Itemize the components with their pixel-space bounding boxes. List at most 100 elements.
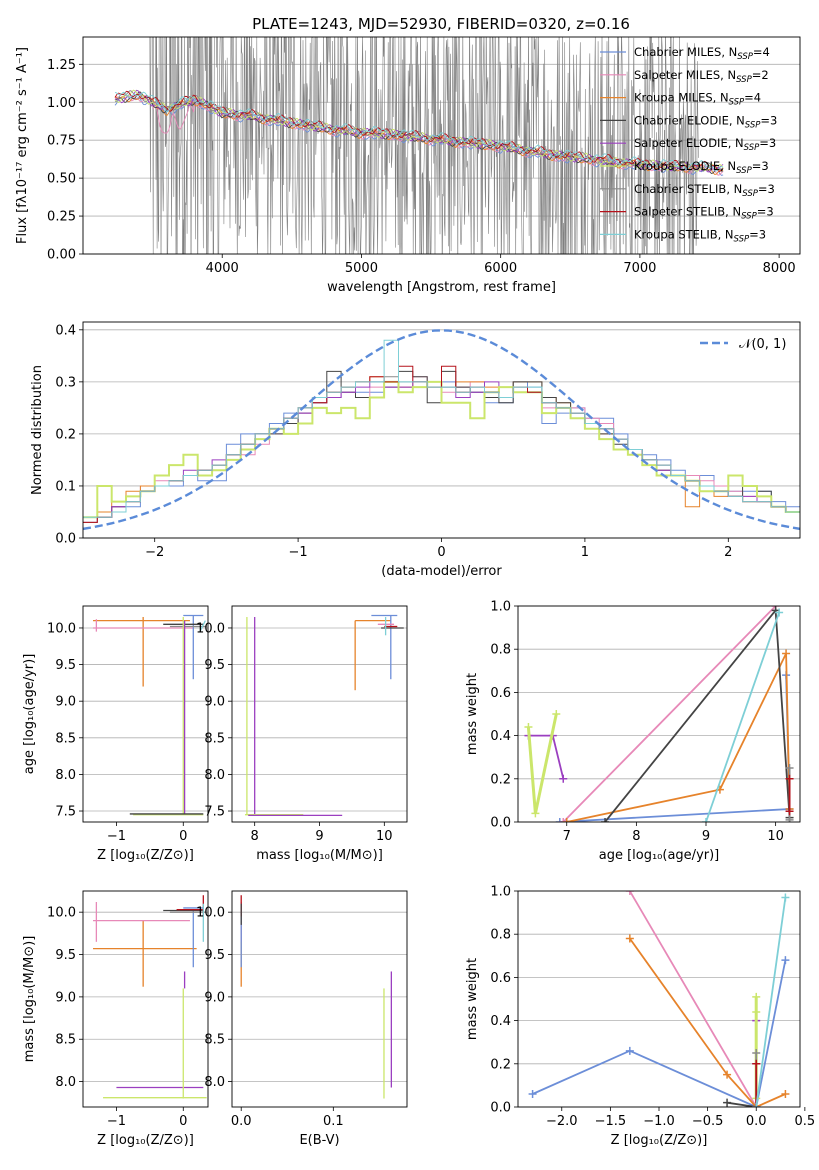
plus-marker xyxy=(782,649,791,658)
plus-marker xyxy=(752,1103,761,1107)
plus-marker xyxy=(723,1070,732,1079)
x-tick-label: −1 xyxy=(289,545,308,560)
y-tick-label: 1.0 xyxy=(490,885,511,900)
x-tick-label: −2.0 xyxy=(546,1114,578,1129)
x-tick-label: −1.0 xyxy=(643,1114,675,1129)
legend-subscript: SSP xyxy=(736,166,752,176)
y-tick-label: 0.6 xyxy=(490,686,511,701)
axes-frame xyxy=(82,36,801,255)
plot-area xyxy=(524,606,794,822)
x-axis-label: wavelength [Angstrom, rest frame] xyxy=(327,280,556,295)
y-tick-label: 7.5 xyxy=(204,805,225,820)
y-tick-label: 10.0 xyxy=(47,906,76,921)
plot-area xyxy=(528,891,790,1107)
legend-label: Salpeter STELIB, NSSP=3 xyxy=(634,205,774,222)
y-tick-label: 9.5 xyxy=(204,948,225,963)
axes-frame xyxy=(517,890,801,1108)
legend-text: =3 xyxy=(760,113,777,127)
y-tick-label: 0.00 xyxy=(47,248,76,263)
y-tick-label: 0.0 xyxy=(55,532,76,547)
legend-subscript: SSP xyxy=(745,120,761,130)
y-tick-label: 8.0 xyxy=(55,1075,76,1090)
plus-marker xyxy=(524,722,533,731)
axes-frame xyxy=(231,890,408,1108)
legend-subscript: SSP xyxy=(734,234,750,244)
y-tick-label: 0.0 xyxy=(490,816,511,831)
y-tick-label: 8.5 xyxy=(55,1033,76,1048)
panel-age_vs_mass: 8 9 10 7.5 8.0 8.5 9.0 9.5 10.0 mass [log₁₀(M/M⊙)… xyxy=(196,605,408,863)
plus-marker xyxy=(781,893,790,902)
legend-text: =2 xyxy=(752,68,769,82)
panel-mass_weight_vs_Z: −2.0 −1.5 −1.0 −0.5 0.0 0.5 0.0 0.2 0.4 0.6 0.8 1.0… xyxy=(465,885,815,1149)
y-tick-label: 0.0 xyxy=(490,1101,511,1116)
plus-marker xyxy=(781,1090,790,1099)
plus-marker xyxy=(625,934,634,943)
y-tick-label: 8.5 xyxy=(204,731,225,746)
y-tick-label: 10.0 xyxy=(47,621,76,636)
axes-frame xyxy=(231,605,408,823)
x-tick-label: 0.5 xyxy=(795,1114,816,1129)
y-axis-label: age [log₁₀(age/yr)] xyxy=(22,654,37,775)
legend-subscript: SSP xyxy=(729,98,745,108)
y-tick-label: 0.75 xyxy=(47,134,76,149)
x-tick-label: −1 xyxy=(107,829,126,844)
plus-marker xyxy=(723,1098,732,1107)
panel-mass_vs_Z: −1 0 8.0 8.5 9.0 9.5 10.0 Z [log₁₀(Z/Z⊙)] mass [… xyxy=(22,890,209,1148)
x-tick-label: 4000 xyxy=(206,261,239,276)
x-axis-label: Z [log₁₀(Z/Z⊙)] xyxy=(97,1133,194,1148)
legend-label: Kroupa ELODIE, NSSP=3 xyxy=(634,159,769,176)
plot-area xyxy=(244,614,404,817)
panel-residuals: −2 −1 0 1 2 0.0 0.1 0.2 0.3 0.4 (data-model)/error… xyxy=(30,321,801,579)
plus-marker xyxy=(752,1007,761,1016)
y-tick-label: 0.4 xyxy=(55,323,76,338)
x-tick-label: 8 xyxy=(632,829,640,844)
y-tick-label: 0.2 xyxy=(490,1057,511,1072)
plus-marker xyxy=(702,818,710,822)
plus-marker xyxy=(785,815,794,822)
legend-subscript: SSP xyxy=(744,143,760,153)
legend-text: =3 xyxy=(759,136,776,150)
legend-text: Kroupa ELODIE, N xyxy=(634,159,736,173)
x-tick-label: 8000 xyxy=(763,261,796,276)
y-tick-label: 0.2 xyxy=(490,772,511,787)
x-axis-label: Z [log₁₀(Z/Z⊙)] xyxy=(611,1133,708,1148)
legend-text: Salpeter MILES, N xyxy=(634,68,736,82)
legend-label: 𝒩(0, 1) xyxy=(739,337,786,352)
legend-subscript: SSP xyxy=(742,189,758,199)
legend: 𝒩(0, 1) xyxy=(700,337,786,352)
legend-text: Salpeter ELODIE, N xyxy=(634,136,744,150)
plus-marker xyxy=(528,1090,537,1099)
y-axis-label: mass [log₁₀(M/M⊙)] xyxy=(22,936,37,1063)
y-tick-label: 8.5 xyxy=(204,1033,225,1048)
legend-label: Chabrier ELODIE, NSSP=3 xyxy=(634,113,777,130)
x-tick-label: 10 xyxy=(376,829,393,844)
y-tick-label: 8.5 xyxy=(55,731,76,746)
plus-marker xyxy=(785,807,794,816)
y-tick-label: 10.0 xyxy=(196,621,225,636)
x-tick-label: 7000 xyxy=(623,261,656,276)
y-tick-label: 9.5 xyxy=(204,658,225,673)
y-tick-label: 0.8 xyxy=(490,928,511,943)
x-tick-label: 0.0 xyxy=(746,1114,767,1129)
weight-series-4 xyxy=(726,1101,757,1107)
y-tick-label: 9.5 xyxy=(55,948,76,963)
weight-series-9 xyxy=(705,612,780,822)
legend-text: Salpeter STELIB, N xyxy=(634,205,741,219)
x-tick-label: 0 xyxy=(179,829,187,844)
legend-text: Chabrier MILES, N xyxy=(634,45,737,59)
y-tick-label: 9.0 xyxy=(204,695,225,710)
plot-area xyxy=(83,329,800,531)
axes-frame xyxy=(82,321,801,539)
plot-area xyxy=(93,895,207,1099)
panel-age_vs_Z: −1 0 7.5 8.0 8.5 9.0 9.5 10.0 Z [log₁₀(Z/Z⊙)] age… xyxy=(22,605,209,863)
plus-marker xyxy=(752,1059,761,1068)
plus-marker xyxy=(559,774,568,783)
x-tick-label: −0.5 xyxy=(692,1114,724,1129)
y-tick-label: 8.0 xyxy=(204,768,225,783)
plus-marker xyxy=(552,710,561,718)
plus-marker xyxy=(625,1046,634,1055)
weight-series-6 xyxy=(526,713,558,814)
normal-curve xyxy=(83,329,800,531)
